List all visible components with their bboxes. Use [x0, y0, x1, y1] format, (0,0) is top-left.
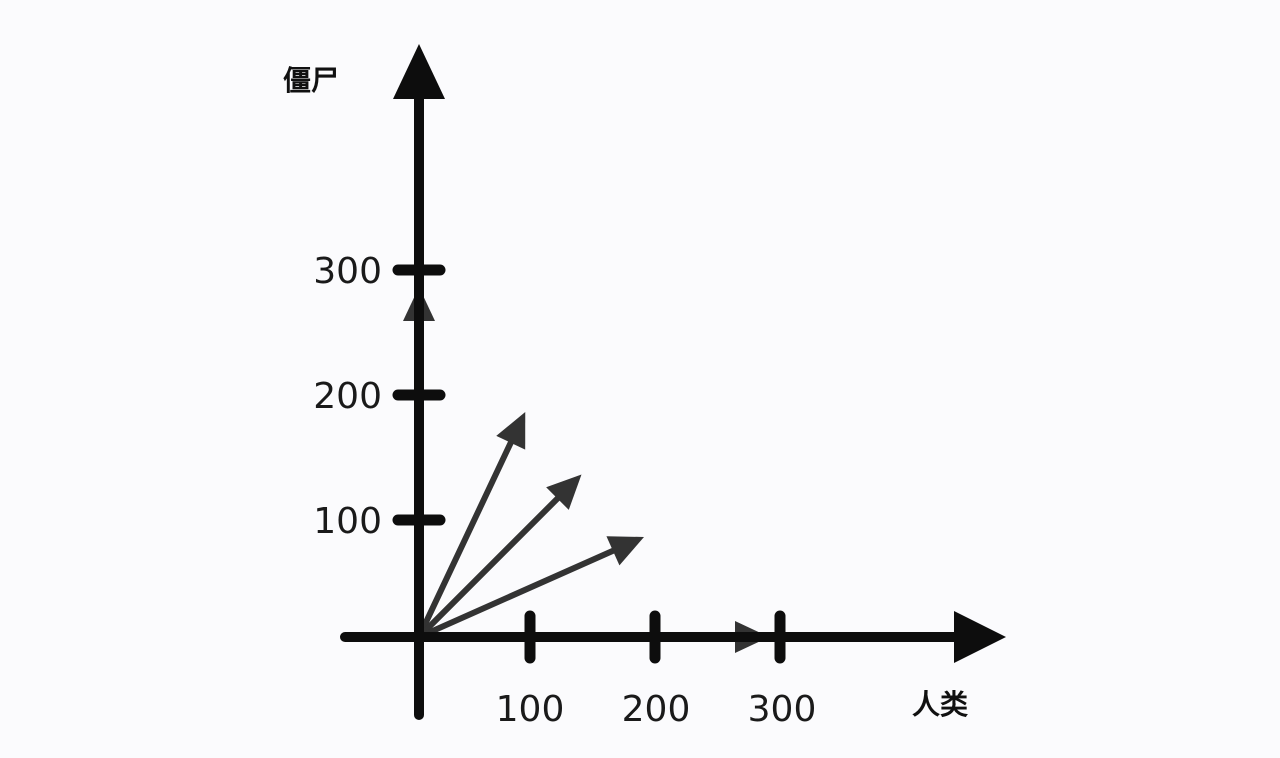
vector-shaft-2 — [418, 437, 515, 635]
y-tick-label-200: 200 — [313, 376, 382, 417]
y-axis-title: 僵尸 — [283, 64, 339, 97]
vector-arrowhead-4 — [606, 536, 644, 566]
x-tick-label-300: 300 — [748, 689, 817, 730]
vector-arrowhead-2 — [496, 412, 526, 450]
y-tick-label-300: 300 — [313, 251, 382, 292]
y-axis — [392, 44, 446, 720]
vector-arrowhead-3 — [546, 474, 582, 510]
vector-shaft-4 — [421, 546, 618, 638]
vectors-layer — [403, 287, 769, 653]
vector-shaft-3 — [420, 494, 562, 636]
x-tick-label-200: 200 — [622, 689, 691, 730]
x-tick-label-100: 100 — [496, 689, 565, 730]
x-axis-arrowhead — [954, 611, 1006, 663]
y-axis-arrowhead — [393, 44, 445, 99]
vector-arrow-2 — [418, 412, 526, 635]
y-tick-label-100: 100 — [313, 501, 382, 542]
x-axis-title: 人类 — [912, 688, 968, 721]
x-axis — [340, 610, 1006, 664]
vector-arrow-4 — [421, 536, 644, 638]
vector-arrow-3 — [420, 474, 582, 636]
